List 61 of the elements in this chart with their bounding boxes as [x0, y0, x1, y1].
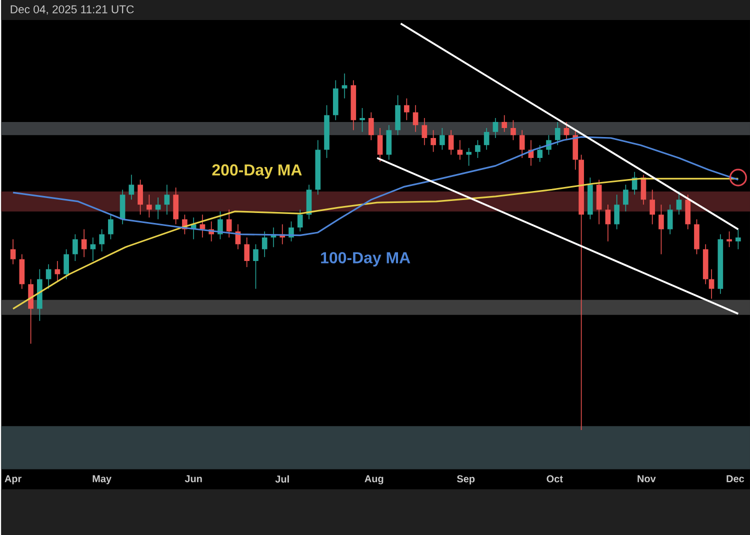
- candlestick: [564, 121, 570, 140]
- candlestick: [226, 209, 232, 238]
- candlestick: [708, 268, 714, 300]
- candlestick: [448, 130, 454, 156]
- text: 200-Day MA: [212, 164, 302, 179]
- x-tick-label: May: [92, 475, 112, 484]
- text: Dec 04, 2025 11:21 UTC: [10, 5, 134, 15]
- candlestick: [554, 121, 560, 146]
- candlestick: [108, 214, 114, 240]
- x-tick-label: Sep: [457, 475, 475, 484]
- candlestick: [519, 130, 525, 158]
- candlestick: [368, 112, 374, 140]
- candlestick: [377, 128, 383, 162]
- candlestick: [128, 174, 134, 200]
- candlestick: [623, 184, 628, 212]
- candlestick: [404, 98, 410, 120]
- candlestick: [667, 204, 673, 235]
- candlestick: [146, 194, 152, 218]
- candlestick: [484, 128, 490, 150]
- candlestick: [297, 209, 303, 232]
- series-label: 100-Day MA: [321, 252, 410, 266]
- candlestick: [99, 228, 104, 252]
- candlestick: [440, 128, 445, 150]
- candlestick: [244, 237, 250, 268]
- candlestick: [138, 179, 143, 215]
- x-tick-label: Jul: [275, 475, 289, 483]
- x-tick-label: Apr: [4, 475, 22, 484]
- candlestick: [650, 189, 655, 225]
- candlestick: [537, 144, 543, 162]
- candlestick: [54, 260, 60, 282]
- candlestick: [658, 204, 664, 255]
- candlestick: [253, 244, 258, 290]
- x-tick-label: Nov: [638, 475, 656, 482]
- candlestick: [64, 248, 69, 280]
- candlestick: [72, 234, 78, 262]
- candlestick: [422, 118, 428, 146]
- x-tick-label: Dec: [726, 475, 744, 482]
- x-tick-label: Aug: [364, 475, 384, 484]
- candlestick: [10, 238, 16, 265]
- candlestick: [360, 108, 365, 132]
- candlestick: [726, 230, 732, 248]
- candlestick: [46, 264, 52, 290]
- x-tick-label: Jun: [184, 475, 202, 482]
- candlestick: [262, 230, 268, 258]
- candlestick: [90, 237, 96, 262]
- candlestick: [430, 130, 436, 152]
- candlestick: [412, 104, 418, 132]
- candlestick: [218, 210, 223, 240]
- candlestick: [475, 140, 480, 158]
- x-tick-label: Oct: [546, 475, 563, 482]
- candlestick: [676, 191, 682, 215]
- candlestick: [736, 228, 741, 250]
- candlestick: [510, 120, 516, 140]
- candlestick: [342, 72, 348, 99]
- candlestick: [155, 197, 161, 220]
- candlestick: [466, 148, 472, 166]
- candlestick: [164, 184, 170, 215]
- candlestick: [605, 204, 611, 242]
- candlestick: [492, 118, 498, 138]
- candlestick: [614, 194, 620, 230]
- candlestick: [502, 114, 508, 132]
